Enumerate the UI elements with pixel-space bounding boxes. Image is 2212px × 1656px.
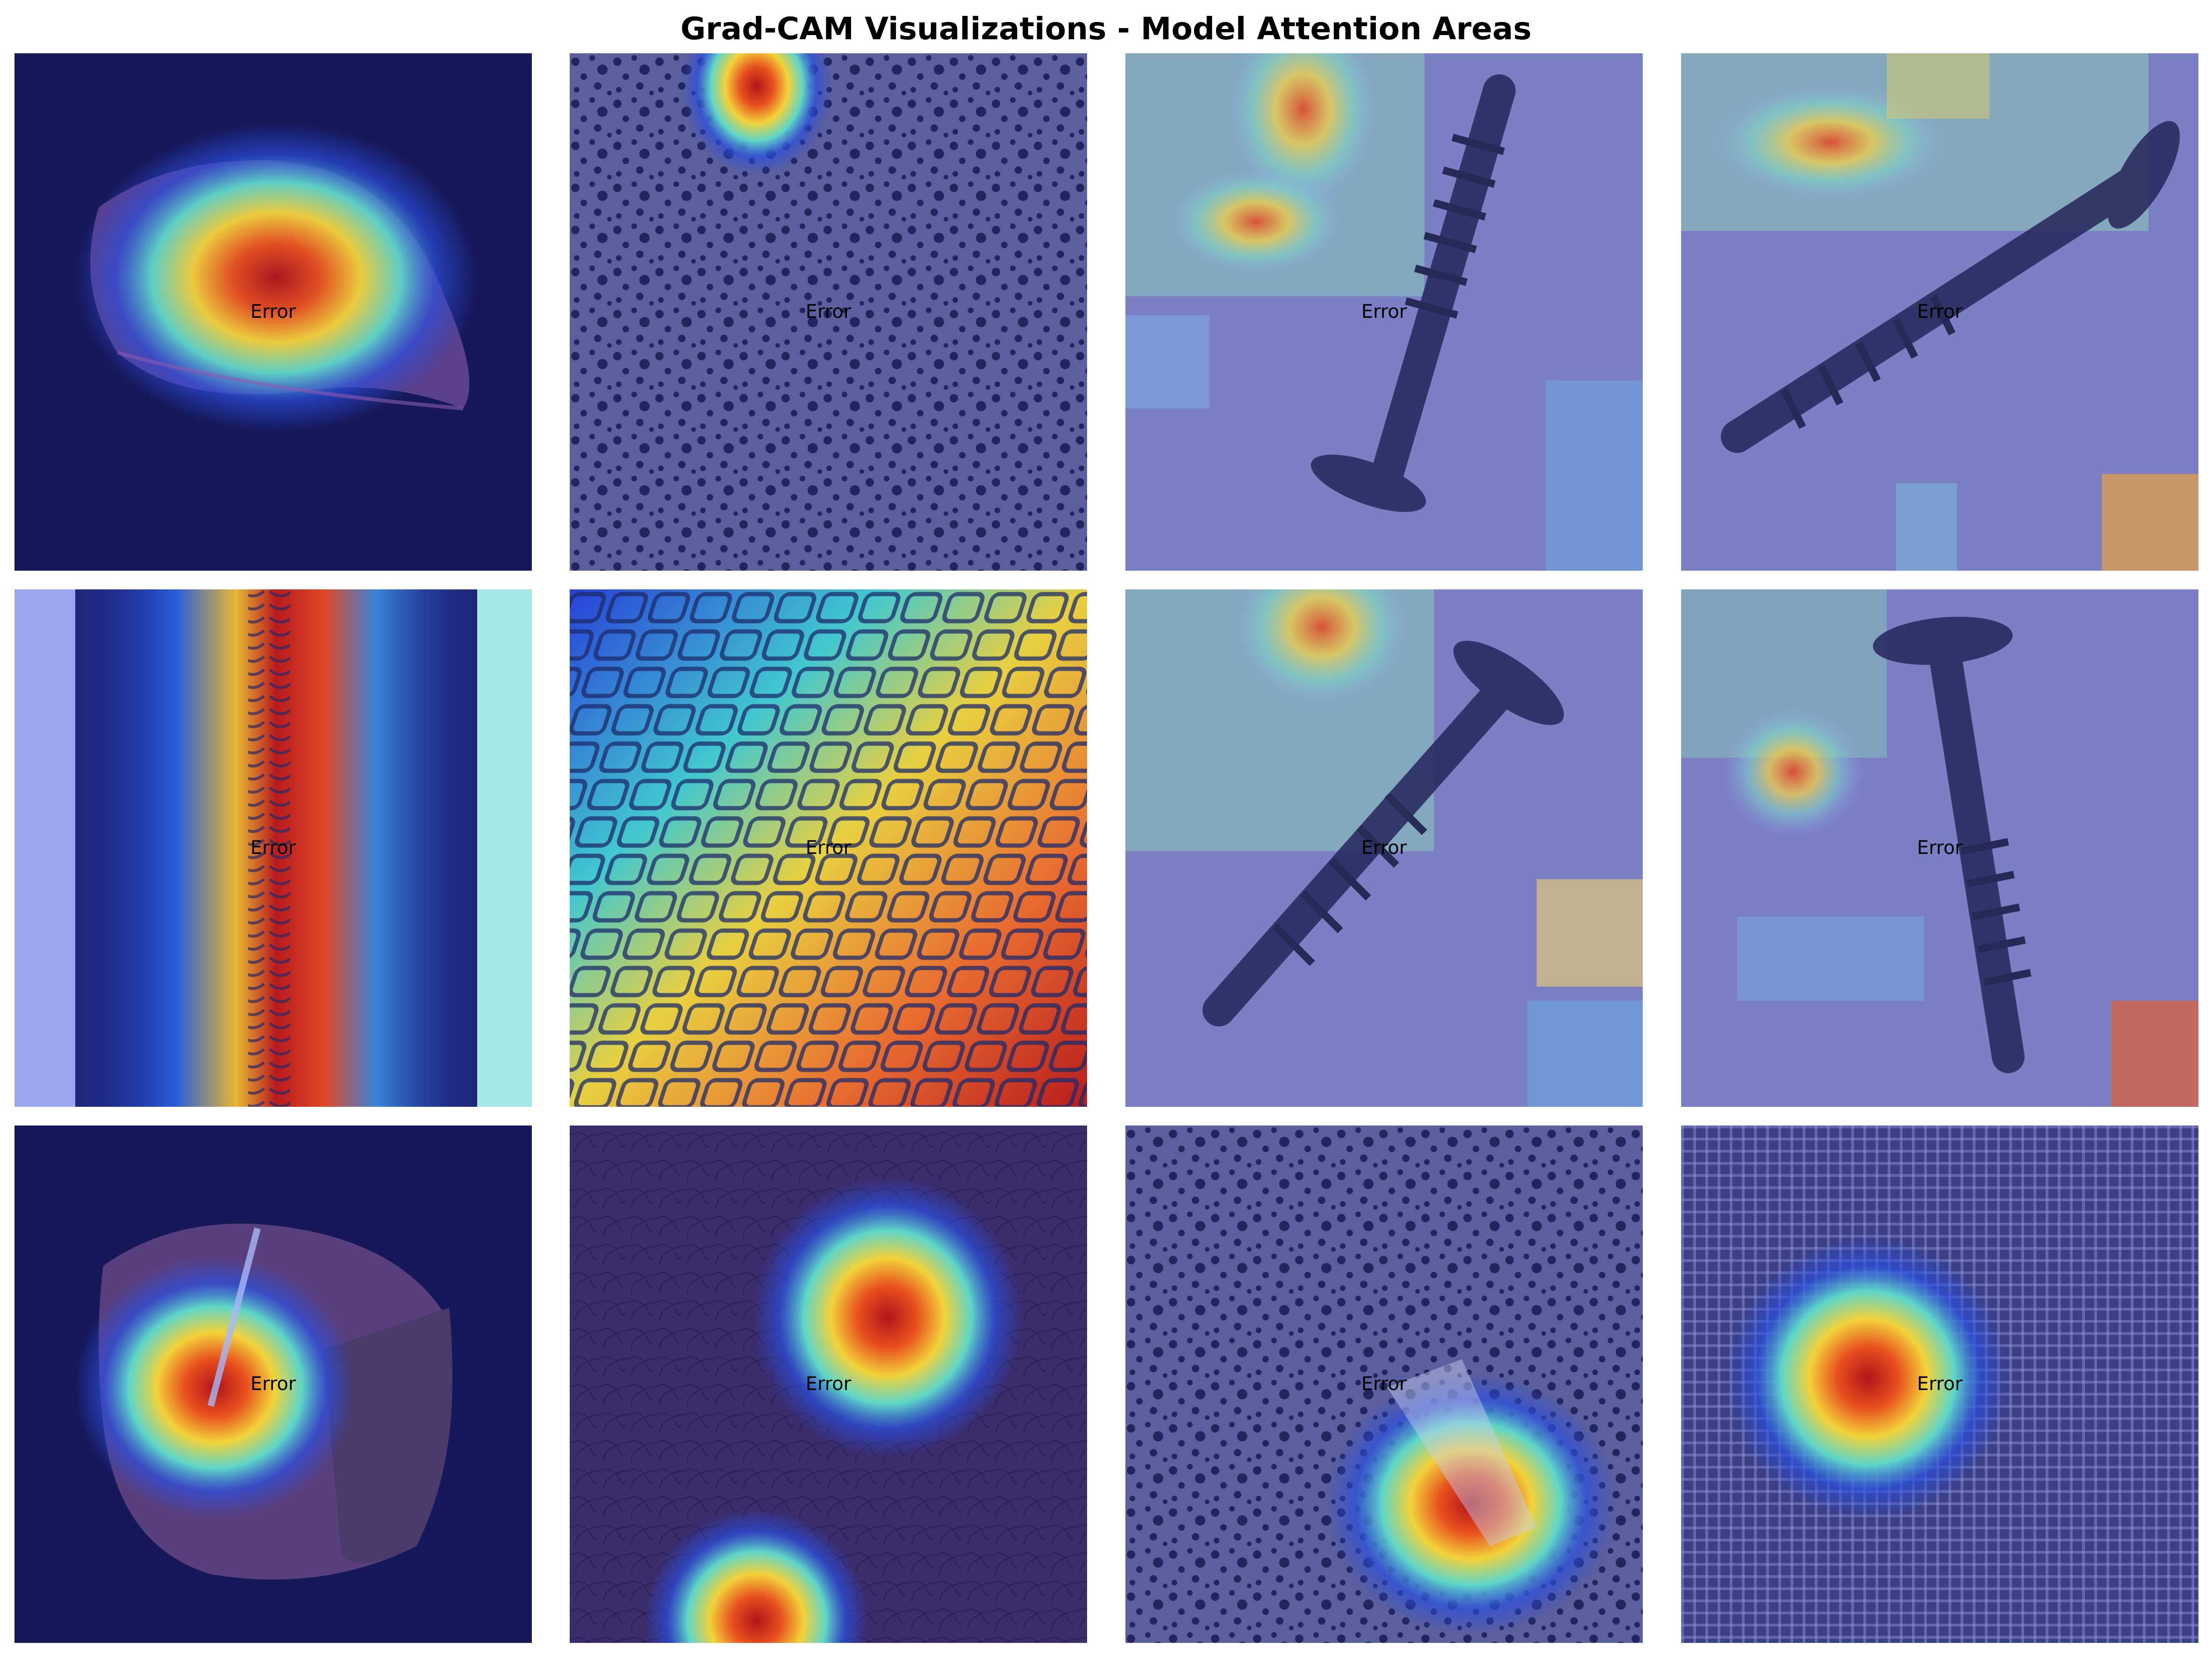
panel-label: Error: [1917, 301, 1963, 323]
panel-label: Error: [1361, 837, 1407, 859]
screw-image: [1681, 53, 2198, 571]
hazelnut-cut-image: [14, 1126, 532, 1643]
hazelnut-image: [14, 53, 532, 571]
gradcam-panel-8: Error: [1681, 589, 2198, 1107]
panel-label: Error: [1917, 1373, 1963, 1395]
figure-title: Grad-CAM Visualizations - Model Attentio…: [680, 11, 1532, 47]
gradcam-panel-9: Error: [14, 1126, 532, 1643]
leather-image: [570, 1126, 1087, 1643]
panel-label: Error: [250, 301, 296, 323]
speckled-surface-image: [1125, 1126, 1643, 1643]
gradcam-panel-5: Error: [14, 589, 532, 1107]
panel-label: Error: [805, 301, 852, 323]
mesh-grid-image: [570, 589, 1087, 1107]
panel-label: Error: [805, 837, 852, 859]
gradcam-panel-6: Error: [570, 589, 1087, 1107]
gradcam-panel-10: Error: [570, 1126, 1087, 1643]
fabric-image: [1681, 1126, 2198, 1643]
screw-image: [1125, 589, 1643, 1107]
speckled-surface-image: [570, 53, 1087, 571]
gradcam-panel-11: Error: [1125, 1126, 1643, 1643]
gradcam-panel-1: Error: [14, 53, 532, 571]
screw-image: [1125, 53, 1643, 571]
gradcam-panel-4: Error: [1681, 53, 2198, 571]
gradcam-panel-3: Error: [1125, 53, 1643, 571]
screw-image: [1681, 589, 2198, 1107]
panel-label: Error: [805, 1373, 852, 1395]
panel-label: Error: [1361, 1373, 1407, 1395]
panel-label: Error: [250, 837, 296, 859]
panel-label: Error: [250, 1373, 296, 1395]
panel-label: Error: [1917, 837, 1963, 859]
gradcam-panel-7: Error: [1125, 589, 1643, 1107]
zipper-image: [14, 589, 532, 1107]
panel-label: Error: [1361, 301, 1407, 323]
gradcam-panel-2: Error: [570, 53, 1087, 571]
gradcam-panel-12: Error: [1681, 1126, 2198, 1643]
